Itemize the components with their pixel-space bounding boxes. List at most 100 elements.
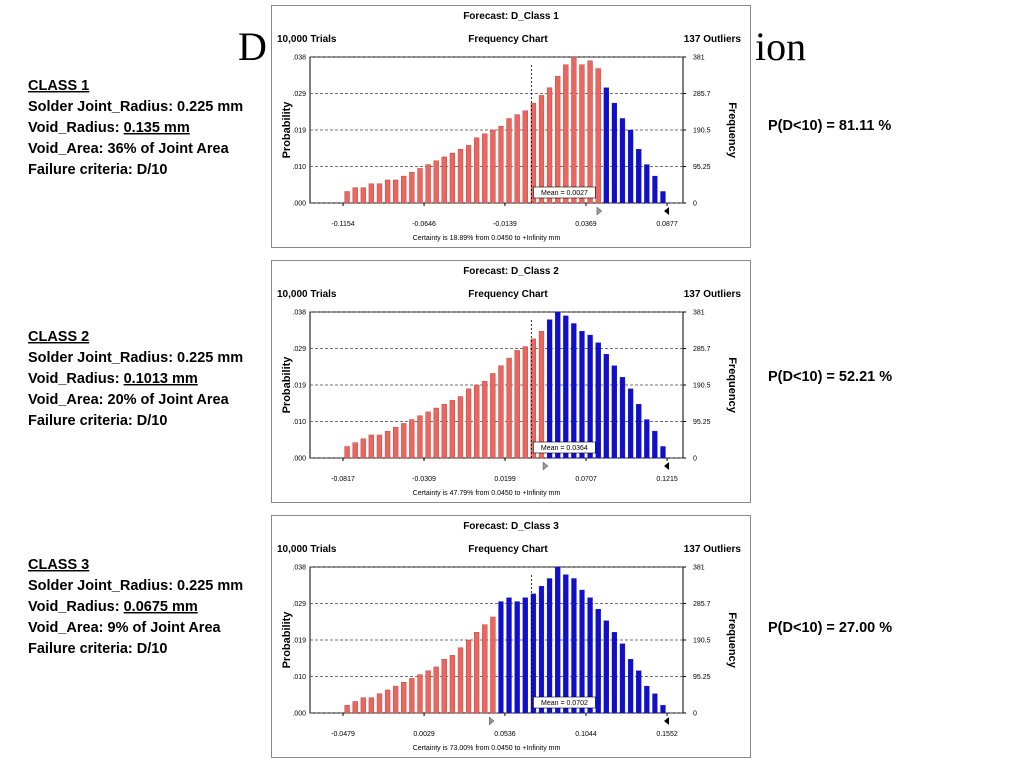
- threshold-marker: [596, 206, 603, 216]
- bar: [433, 666, 439, 714]
- y2-tick-label: 285.7: [693, 346, 711, 353]
- bar: [514, 350, 520, 459]
- y-axis-label: Probability: [281, 356, 293, 414]
- bar: [393, 685, 399, 714]
- bar: [579, 589, 585, 714]
- bar: [619, 377, 626, 459]
- bar: [611, 632, 617, 714]
- bar: [376, 183, 383, 204]
- bar: [563, 64, 569, 204]
- trials: 10,000 Trials: [277, 544, 337, 555]
- bar: [393, 427, 399, 459]
- bar: [587, 60, 593, 204]
- x-tick-label: 0.1044: [575, 731, 597, 738]
- x-tick-label: -0.1154: [331, 221, 354, 228]
- bar: [603, 620, 609, 714]
- mean-label: Mean = 0.0702: [541, 700, 588, 707]
- bar: [603, 87, 609, 204]
- bar: [660, 446, 666, 459]
- bar: [514, 114, 520, 204]
- panel-line: Solder Joint_Radius: 0.225 mm: [28, 578, 243, 594]
- x-tick-label: -0.0309: [412, 476, 436, 483]
- bar: [644, 164, 650, 204]
- y-tick-label: .000: [292, 711, 306, 718]
- bar: [546, 87, 553, 204]
- bar: [425, 411, 431, 459]
- bar: [660, 705, 666, 714]
- bar: [433, 160, 439, 204]
- chart-title: Forecast: D_Class 2: [463, 266, 559, 277]
- panel-heading: CLASS 3: [28, 557, 89, 573]
- bar: [514, 601, 520, 714]
- bar: [376, 693, 383, 714]
- x-tick-label: -0.0646: [412, 221, 436, 228]
- x-tick-label: 0.1552: [656, 731, 678, 738]
- bar: [417, 168, 423, 204]
- bar: [393, 179, 399, 204]
- panel-line: Void_Area: 9% of Joint Area: [28, 620, 222, 636]
- x-tick-label: -0.0817: [331, 476, 355, 483]
- y-tick-label: .000: [292, 456, 306, 463]
- bar: [401, 423, 407, 459]
- mean-box: [533, 441, 596, 454]
- bar: [457, 396, 464, 459]
- bar: [506, 597, 512, 714]
- panel-line-text: Solder Joint_Radius: 0.225 mm: [28, 99, 243, 115]
- bar: [652, 175, 658, 204]
- bar: [546, 578, 553, 714]
- x-tick-label: 0.0369: [575, 221, 597, 228]
- bar: [563, 315, 569, 459]
- bar: [457, 647, 464, 714]
- y-axis-label: Probability: [281, 611, 293, 669]
- panel-line: Void_Radius: 0.1013 mm: [28, 371, 198, 387]
- bar: [409, 172, 415, 204]
- bar: [344, 446, 350, 459]
- panel-line-text: Void_Radius:: [28, 120, 124, 136]
- x-tick-label: -0.0139: [493, 221, 517, 228]
- bar: [498, 125, 504, 204]
- x-tick-label: 0.0536: [494, 731, 516, 738]
- mean-box: [533, 696, 596, 709]
- y2-tick-label: 95.25: [693, 419, 711, 426]
- trials: 10,000 Trials: [277, 34, 337, 45]
- bar: [384, 179, 391, 204]
- bar: [571, 323, 577, 459]
- outliers: 137 Outliers: [684, 544, 742, 555]
- bar: [571, 56, 577, 204]
- panel-line-text: Void_Area: 36% of Joint Area: [28, 141, 230, 157]
- bar: [530, 593, 537, 714]
- y-tick-label: .019: [292, 638, 306, 645]
- bar: [409, 419, 415, 459]
- bar: [498, 365, 504, 459]
- chart-subtitle: Frequency Chart: [468, 544, 548, 555]
- panel-line: Void_Radius: 0.135 mm: [28, 120, 190, 136]
- bar: [368, 183, 374, 204]
- y2-tick-label: 190.5: [693, 383, 711, 390]
- bar: [506, 357, 512, 459]
- y-tick-label: .000: [292, 201, 306, 208]
- y2-tick-label: 285.7: [693, 91, 711, 98]
- bar: [425, 164, 431, 204]
- chart-subtitle: Frequency Chart: [468, 34, 548, 45]
- bar: [595, 342, 601, 459]
- panel-line: Solder Joint_Radius: 0.225 mm: [28, 99, 243, 115]
- bar: [474, 384, 480, 459]
- chart-frame: [271, 515, 751, 758]
- bar: [352, 187, 358, 204]
- bar: [546, 319, 553, 459]
- certainty: Certainty is 18.89% from 0.0450 to +Infi…: [413, 235, 561, 242]
- bar: [530, 102, 537, 204]
- panel-line: Void_Area: 20% of Joint Area: [28, 392, 230, 408]
- y-tick-label: .038: [292, 310, 306, 317]
- y2-tick-label: 190.5: [693, 638, 711, 645]
- bar: [522, 597, 528, 714]
- bar: [555, 566, 561, 714]
- bar: [595, 68, 601, 204]
- bar: [482, 624, 488, 714]
- chart-title: Forecast: D_Class 3: [463, 521, 559, 532]
- panel-line-text: Failure criteria: D/10: [28, 641, 167, 657]
- bar: [627, 129, 634, 204]
- bar: [652, 430, 658, 459]
- bar: [360, 438, 366, 459]
